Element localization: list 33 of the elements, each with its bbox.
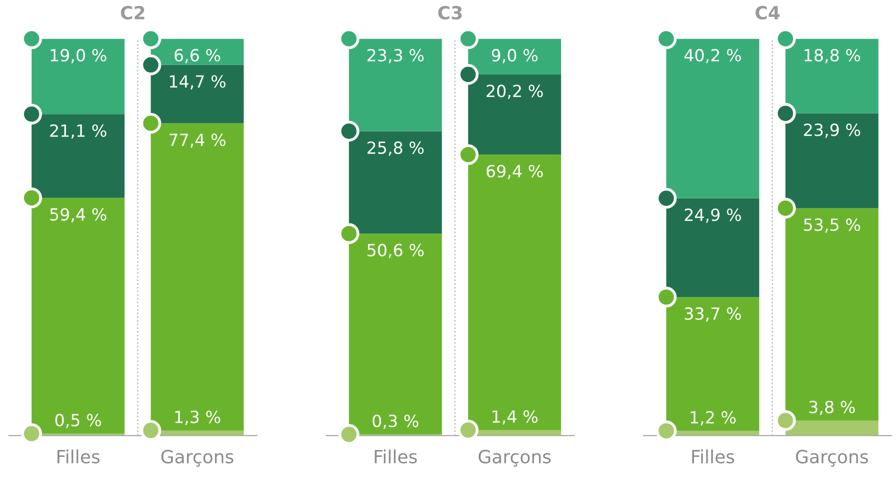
data-label: 0,3 % xyxy=(372,414,418,429)
data-label: 25,8 % xyxy=(368,141,424,156)
data-label: 23,3 % xyxy=(368,48,424,64)
data-label: 23,9 % xyxy=(804,124,860,138)
x-tick-label: Filles xyxy=(692,449,734,464)
data-label: 6,6 % xyxy=(174,48,220,64)
data-label: 1,4 % xyxy=(492,410,538,425)
x-tick-label: Filles xyxy=(58,449,100,464)
data-label: 77,4 % xyxy=(170,133,226,148)
data-label: 18,8 % xyxy=(804,48,860,64)
data-label: 1,2 % xyxy=(690,411,736,426)
chart-title: C3 xyxy=(438,6,462,20)
x-tick-label: Garçons xyxy=(796,450,868,467)
data-label: 50,6 % xyxy=(368,244,424,258)
data-label: 0,5 % xyxy=(55,414,101,428)
data-label: 14,7 % xyxy=(170,75,226,90)
x-tick-label: Filles xyxy=(374,449,417,464)
data-label: 24,9 % xyxy=(684,208,741,223)
data-label: 20,2 % xyxy=(486,84,543,99)
data-label: 59,4 % xyxy=(50,208,106,222)
data-label: 40,2 % xyxy=(684,48,741,64)
data-label: 3,8 % xyxy=(809,400,855,416)
chart-title: C4 xyxy=(756,6,780,20)
data-label: 1,3 % xyxy=(175,410,220,425)
data-label: 19,0 % xyxy=(50,48,106,64)
data-label: 69,4 % xyxy=(486,164,543,180)
data-label: 21,1 % xyxy=(50,124,106,139)
x-tick-label: Garçons xyxy=(478,450,551,467)
x-tick-label: Garçons xyxy=(161,450,234,467)
chart-title: C2 xyxy=(120,6,144,20)
data-label: 9,0 % xyxy=(492,48,538,64)
data-label: 33,7 % xyxy=(684,307,741,322)
data-label: 53,5 % xyxy=(804,218,860,233)
